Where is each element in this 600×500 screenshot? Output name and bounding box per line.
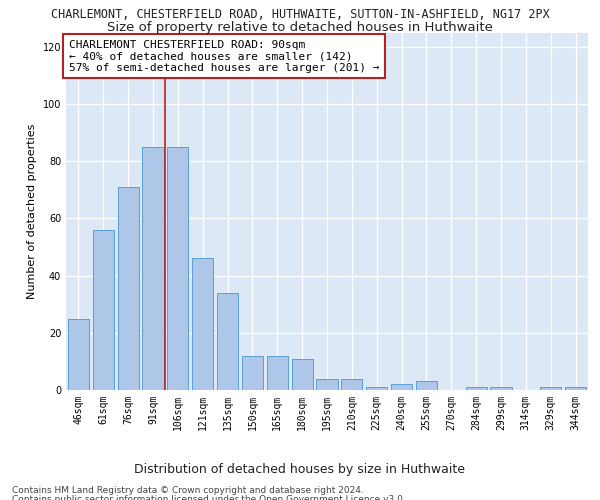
Bar [142, 147, 164, 390]
Bar [366, 387, 387, 390]
Bar [267, 356, 288, 390]
Text: CHARLEMONT CHESTERFIELD ROAD: 90sqm
← 40% of detached houses are smaller (142)
5: CHARLEMONT CHESTERFIELD ROAD: 90sqm ← 40… [68, 40, 379, 73]
Bar [316, 378, 338, 390]
Text: Size of property relative to detached houses in Huthwaite: Size of property relative to detached ho… [107, 21, 493, 34]
Text: Contains public sector information licensed under the Open Government Licence v3: Contains public sector information licen… [12, 495, 406, 500]
Bar [118, 187, 139, 390]
Bar [391, 384, 412, 390]
Bar [416, 382, 437, 390]
Bar [217, 293, 238, 390]
Text: Contains HM Land Registry data © Crown copyright and database right 2024.: Contains HM Land Registry data © Crown c… [12, 486, 364, 495]
Bar [565, 387, 586, 390]
Bar [242, 356, 263, 390]
Text: Distribution of detached houses by size in Huthwaite: Distribution of detached houses by size … [134, 462, 466, 475]
Y-axis label: Number of detached properties: Number of detached properties [27, 124, 37, 299]
Bar [466, 387, 487, 390]
Bar [292, 358, 313, 390]
Text: CHARLEMONT, CHESTERFIELD ROAD, HUTHWAITE, SUTTON-IN-ASHFIELD, NG17 2PX: CHARLEMONT, CHESTERFIELD ROAD, HUTHWAITE… [50, 8, 550, 20]
Bar [341, 378, 362, 390]
Bar [490, 387, 512, 390]
Bar [68, 318, 89, 390]
Bar [93, 230, 114, 390]
Bar [540, 387, 561, 390]
Bar [167, 147, 188, 390]
Bar [192, 258, 213, 390]
